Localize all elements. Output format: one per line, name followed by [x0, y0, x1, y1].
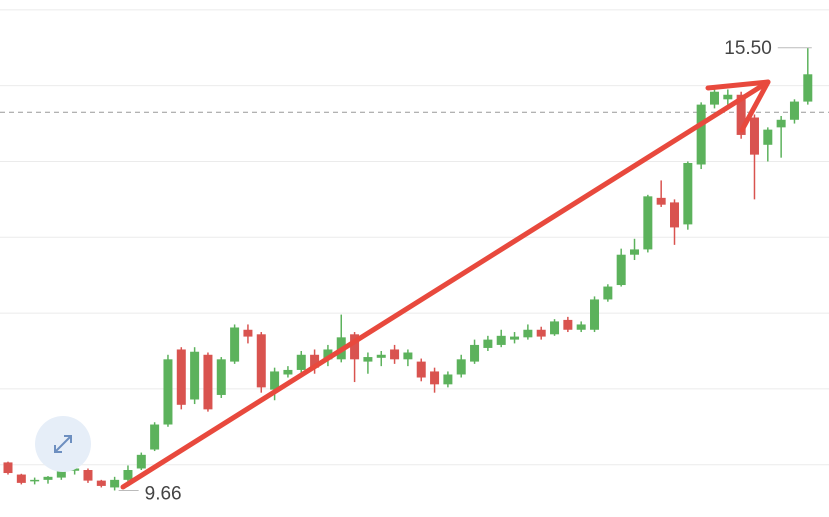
candle-body — [110, 479, 120, 488]
candle-body — [363, 357, 373, 362]
candle-body — [243, 329, 253, 337]
candle-body — [83, 470, 93, 481]
candle-body — [30, 479, 40, 482]
candle-body — [643, 196, 653, 250]
candle-body — [270, 371, 280, 390]
candle-body — [203, 354, 213, 410]
candle-body — [630, 249, 640, 255]
candle-body — [536, 329, 546, 337]
candle-body — [430, 371, 440, 385]
candle-body — [456, 359, 466, 375]
candle-body — [736, 94, 746, 135]
candle-body — [190, 351, 200, 400]
grid — [0, 9, 829, 466]
trend-arrow — [120, 79, 771, 490]
candle-body — [656, 197, 666, 205]
expand-icon — [54, 435, 72, 453]
candle-body — [789, 101, 799, 120]
candle-body — [376, 354, 386, 358]
candle-body — [136, 454, 146, 469]
candle-body — [96, 480, 106, 486]
candle-body — [709, 91, 719, 105]
candle-body — [749, 117, 759, 155]
annotation-label: 9.66 — [145, 483, 182, 504]
candle-body — [310, 354, 320, 368]
candle-body — [403, 352, 413, 360]
overlay: 15.50 9.66 — [35, 38, 812, 504]
candle-body — [496, 335, 506, 345]
candle-body — [70, 468, 80, 471]
candle-body — [603, 286, 613, 300]
candle-body — [230, 327, 240, 362]
candle-body — [56, 470, 66, 478]
candle-body — [683, 162, 693, 225]
candle-body — [523, 329, 533, 338]
candle-body — [563, 319, 573, 330]
candle-body — [723, 94, 733, 100]
candle-body — [323, 349, 333, 360]
candle-body — [776, 119, 786, 128]
candle-body — [43, 476, 53, 480]
candle-body — [163, 359, 173, 425]
candle-body — [123, 470, 133, 480]
candle-body — [416, 361, 426, 378]
candle-body — [176, 349, 186, 405]
annotation-label: 15.50 — [724, 38, 772, 59]
candle-body — [3, 462, 13, 474]
candle-body — [390, 349, 400, 360]
arrow-head — [705, 79, 771, 133]
candle-body — [510, 336, 520, 340]
candle-body — [670, 202, 679, 228]
candle-body — [216, 359, 226, 395]
candle-body — [550, 321, 560, 335]
candle-body — [576, 324, 586, 330]
candle-body — [150, 424, 160, 450]
candle-body — [763, 129, 773, 145]
candle-body — [443, 374, 453, 385]
candle-body — [283, 369, 293, 375]
candles — [3, 47, 813, 491]
candle-body — [616, 254, 626, 286]
candle-body — [590, 299, 600, 330]
candle-body — [350, 334, 360, 360]
candle-body — [483, 339, 493, 348]
candle-body — [16, 474, 26, 483]
candle-body — [296, 354, 306, 370]
candle-body — [256, 334, 266, 388]
candle-body — [696, 104, 706, 165]
candle-body — [803, 74, 813, 102]
candle-body — [470, 344, 480, 362]
